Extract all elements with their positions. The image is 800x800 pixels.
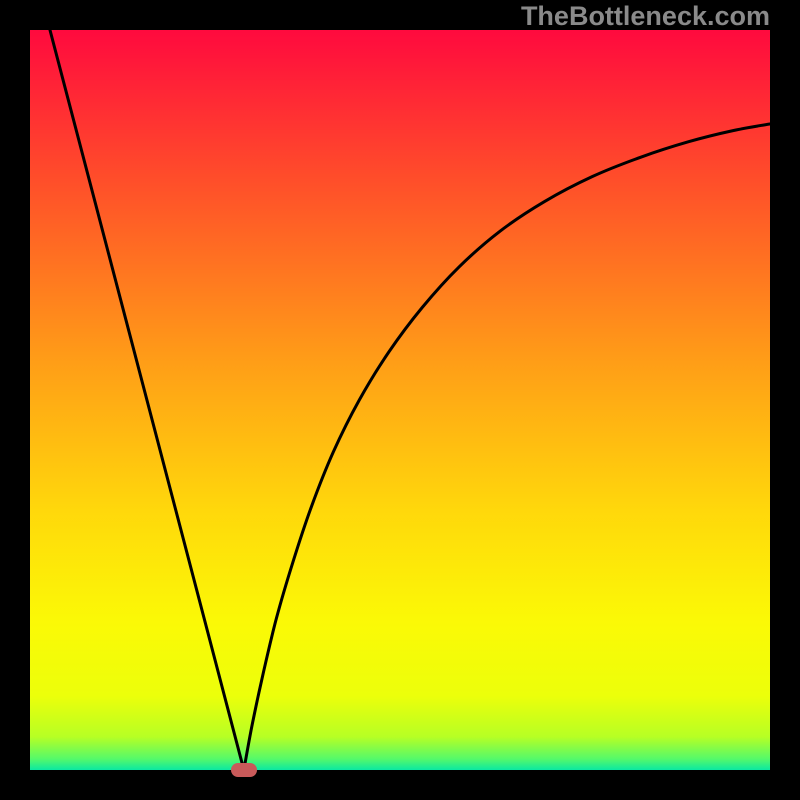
- watermark-text: TheBottleneck.com: [521, 1, 770, 32]
- chart-container: TheBottleneck.com: [0, 0, 800, 800]
- curve-path: [50, 30, 770, 770]
- minimum-marker: [231, 763, 257, 777]
- bottleneck-curve: [30, 30, 770, 770]
